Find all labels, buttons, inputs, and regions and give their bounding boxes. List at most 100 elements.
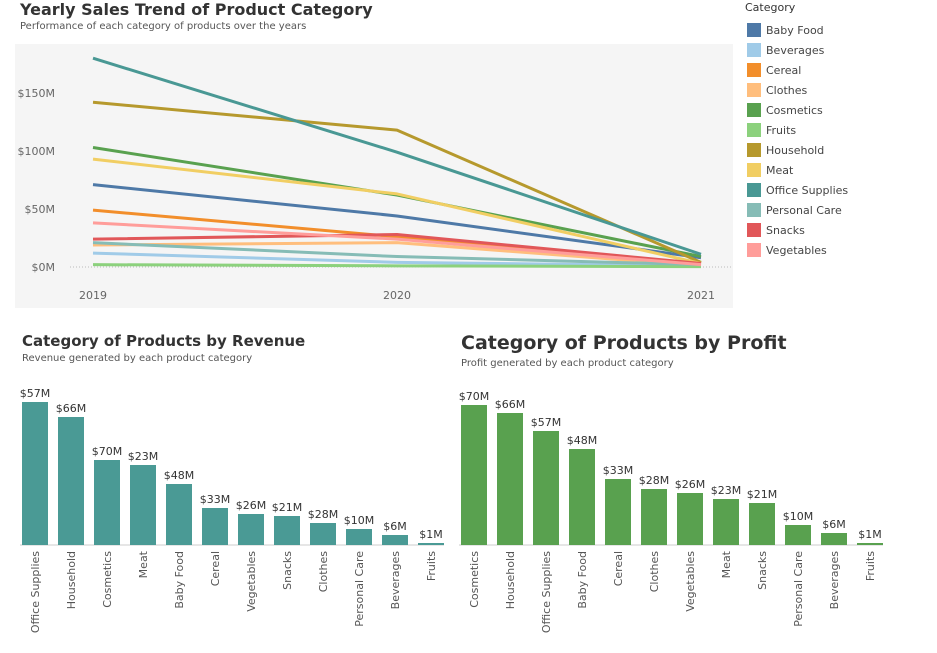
legend-item-snacks[interactable]: Snacks: [747, 220, 848, 240]
category-label: Fruits: [425, 551, 438, 581]
bar-household[interactable]: [58, 417, 84, 545]
series-line-household[interactable]: [92, 100, 702, 264]
data-label: $23M: [128, 450, 159, 463]
line-chart-title: Yearly Sales Trend of Product Category: [20, 0, 373, 19]
legend-item-meat[interactable]: Meat: [747, 160, 848, 180]
series-line-office-supplies[interactable]: [92, 56, 702, 256]
bar-household[interactable]: [497, 413, 523, 545]
data-label: $10M: [783, 510, 814, 523]
legend-swatch: [747, 103, 761, 117]
bar-baby-food[interactable]: [569, 449, 595, 545]
bar-office-supplies[interactable]: [533, 431, 559, 545]
bar-meat[interactable]: [130, 465, 156, 545]
bar-personal-care[interactable]: [346, 529, 372, 545]
bar-fruits[interactable]: [857, 543, 883, 545]
data-label: $6M: [822, 518, 846, 531]
category-label: Office Supplies: [540, 551, 553, 633]
data-label: $21M: [747, 488, 778, 501]
series-line-clothes[interactable]: [92, 241, 702, 268]
category-label: Beverages: [828, 551, 841, 610]
category-label: Household: [504, 551, 517, 609]
series-line-beverages[interactable]: [92, 251, 702, 268]
bar-clothes[interactable]: [310, 523, 336, 545]
x-tick-label: 2019: [79, 289, 107, 302]
legend-title: Category: [745, 1, 796, 14]
bar-office-supplies[interactable]: [22, 402, 48, 545]
bar-beverages[interactable]: [382, 535, 408, 545]
category-label: Personal Care: [353, 551, 366, 627]
series-line-personal-care[interactable]: [92, 241, 702, 267]
category-label: Cereal: [209, 551, 222, 586]
legend-label: Fruits: [766, 123, 797, 137]
category-label: Vegetables: [684, 551, 697, 612]
series-line-snacks[interactable]: [92, 233, 702, 266]
legend-item-personal-care[interactable]: Personal Care: [747, 200, 848, 220]
bar-cereal[interactable]: [202, 508, 228, 545]
category-label: Vegetables: [245, 551, 258, 612]
data-label: $66M: [56, 402, 87, 415]
bar-snacks[interactable]: [749, 503, 775, 545]
bar-cosmetics[interactable]: [461, 405, 487, 545]
legend-swatch: [747, 203, 761, 217]
category-label: Beverages: [389, 551, 402, 610]
bar-clothes[interactable]: [641, 489, 667, 545]
category-label: Baby Food: [576, 551, 589, 609]
bar-beverages[interactable]: [821, 533, 847, 545]
legend-item-baby-food[interactable]: Baby Food: [747, 20, 848, 40]
bar-personal-care[interactable]: [785, 525, 811, 545]
legend-swatch: [747, 123, 761, 137]
data-label: $6M: [383, 520, 407, 533]
legend-item-office-supplies[interactable]: Office Supplies: [747, 180, 848, 200]
revenue-bar-chart: $57M Office Supplies $66M Household $70M Cosm…: [20, 387, 444, 633]
bar-cereal[interactable]: [605, 479, 631, 545]
legend-swatch: [747, 183, 761, 197]
legend-item-household[interactable]: Household: [747, 140, 848, 160]
data-label: $33M: [200, 493, 231, 506]
profit-chart-subtitle: Profit generated by each product categor…: [461, 358, 674, 369]
series-line-meat[interactable]: [92, 157, 702, 265]
data-label: $28M: [308, 508, 339, 521]
bar-baby-food[interactable]: [166, 484, 192, 545]
legend-swatch: [747, 243, 761, 257]
bar-fruits[interactable]: [418, 543, 444, 545]
category-label: Cereal: [612, 551, 625, 586]
data-label: $48M: [567, 434, 598, 447]
legend-label: Cosmetics: [766, 103, 823, 117]
series-line-vegetables[interactable]: [92, 221, 702, 267]
bar-vegetables[interactable]: [677, 493, 703, 545]
legend-label: Meat: [766, 163, 794, 177]
category-label: Fruits: [864, 551, 877, 581]
profit-bar-chart: $70M Cosmetics $66M Household $57M Office Sup…: [459, 390, 883, 633]
bar-meat[interactable]: [713, 499, 739, 545]
bar-snacks[interactable]: [274, 516, 300, 545]
bar-cosmetics[interactable]: [94, 460, 120, 545]
legend-item-cereal[interactable]: Cereal: [747, 60, 848, 80]
legend-item-vegetables[interactable]: Vegetables: [747, 240, 848, 260]
legend-item-fruits[interactable]: Fruits: [747, 120, 848, 140]
category-label: Meat: [720, 550, 733, 578]
data-label: $23M: [711, 484, 742, 497]
legend-label: Vegetables: [766, 243, 827, 257]
legend-swatch: [747, 143, 761, 157]
data-label: $28M: [639, 474, 670, 487]
data-label: $1M: [419, 528, 443, 541]
legend-label: Office Supplies: [766, 183, 849, 197]
series-line-baby-food[interactable]: [92, 183, 702, 260]
y-tick-label: $50M: [25, 203, 56, 216]
legend-label: Personal Care: [766, 203, 842, 217]
category-label: Clothes: [648, 551, 661, 593]
series-line-fruits[interactable]: [92, 263, 702, 269]
legend-label: Household: [766, 143, 825, 157]
data-label: $10M: [344, 514, 375, 527]
legend-item-cosmetics[interactable]: Cosmetics: [747, 100, 848, 120]
plot-background: [15, 44, 733, 308]
data-label: $21M: [272, 501, 303, 514]
legend-item-beverages[interactable]: Beverages: [747, 40, 848, 60]
data-label: $26M: [675, 478, 706, 491]
line-chart-subtitle: Performance of each category of products…: [20, 21, 307, 32]
category-label: Household: [65, 551, 78, 609]
legend-item-clothes[interactable]: Clothes: [747, 80, 848, 100]
bar-vegetables[interactable]: [238, 514, 264, 545]
category-label: Clothes: [317, 551, 330, 593]
legend-swatch: [747, 83, 761, 97]
